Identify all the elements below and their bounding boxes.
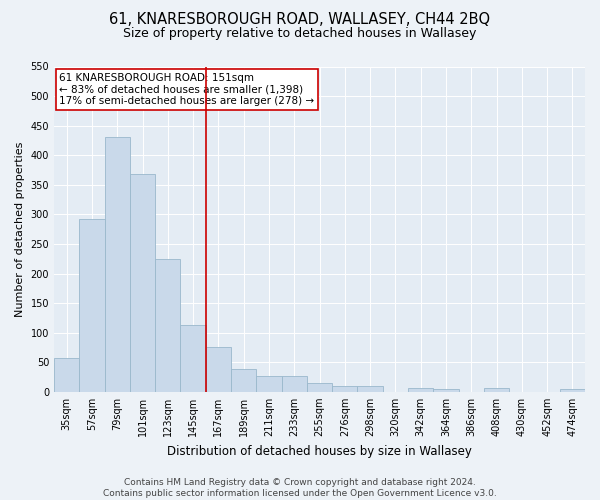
Bar — [130, 174, 155, 392]
Bar — [206, 348, 231, 392]
Bar — [307, 383, 332, 392]
Bar — [332, 386, 358, 392]
Bar — [54, 358, 79, 392]
Bar — [231, 370, 256, 392]
Bar — [79, 218, 104, 392]
X-axis label: Distribution of detached houses by size in Wallasey: Distribution of detached houses by size … — [167, 444, 472, 458]
Bar — [560, 390, 585, 392]
Y-axis label: Number of detached properties: Number of detached properties — [15, 142, 25, 317]
Text: 61, KNARESBOROUGH ROAD, WALLASEY, CH44 2BQ: 61, KNARESBOROUGH ROAD, WALLASEY, CH44 2… — [109, 12, 491, 28]
Bar — [155, 258, 181, 392]
Bar — [281, 376, 307, 392]
Text: Size of property relative to detached houses in Wallasey: Size of property relative to detached ho… — [124, 28, 476, 40]
Bar — [358, 386, 383, 392]
Bar — [484, 388, 509, 392]
Bar — [433, 390, 458, 392]
Bar — [181, 325, 206, 392]
Bar — [256, 376, 281, 392]
Bar — [104, 138, 130, 392]
Text: 61 KNARESBOROUGH ROAD: 151sqm
← 83% of detached houses are smaller (1,398)
17% o: 61 KNARESBOROUGH ROAD: 151sqm ← 83% of d… — [59, 73, 314, 106]
Bar — [408, 388, 433, 392]
Text: Contains HM Land Registry data © Crown copyright and database right 2024.
Contai: Contains HM Land Registry data © Crown c… — [103, 478, 497, 498]
